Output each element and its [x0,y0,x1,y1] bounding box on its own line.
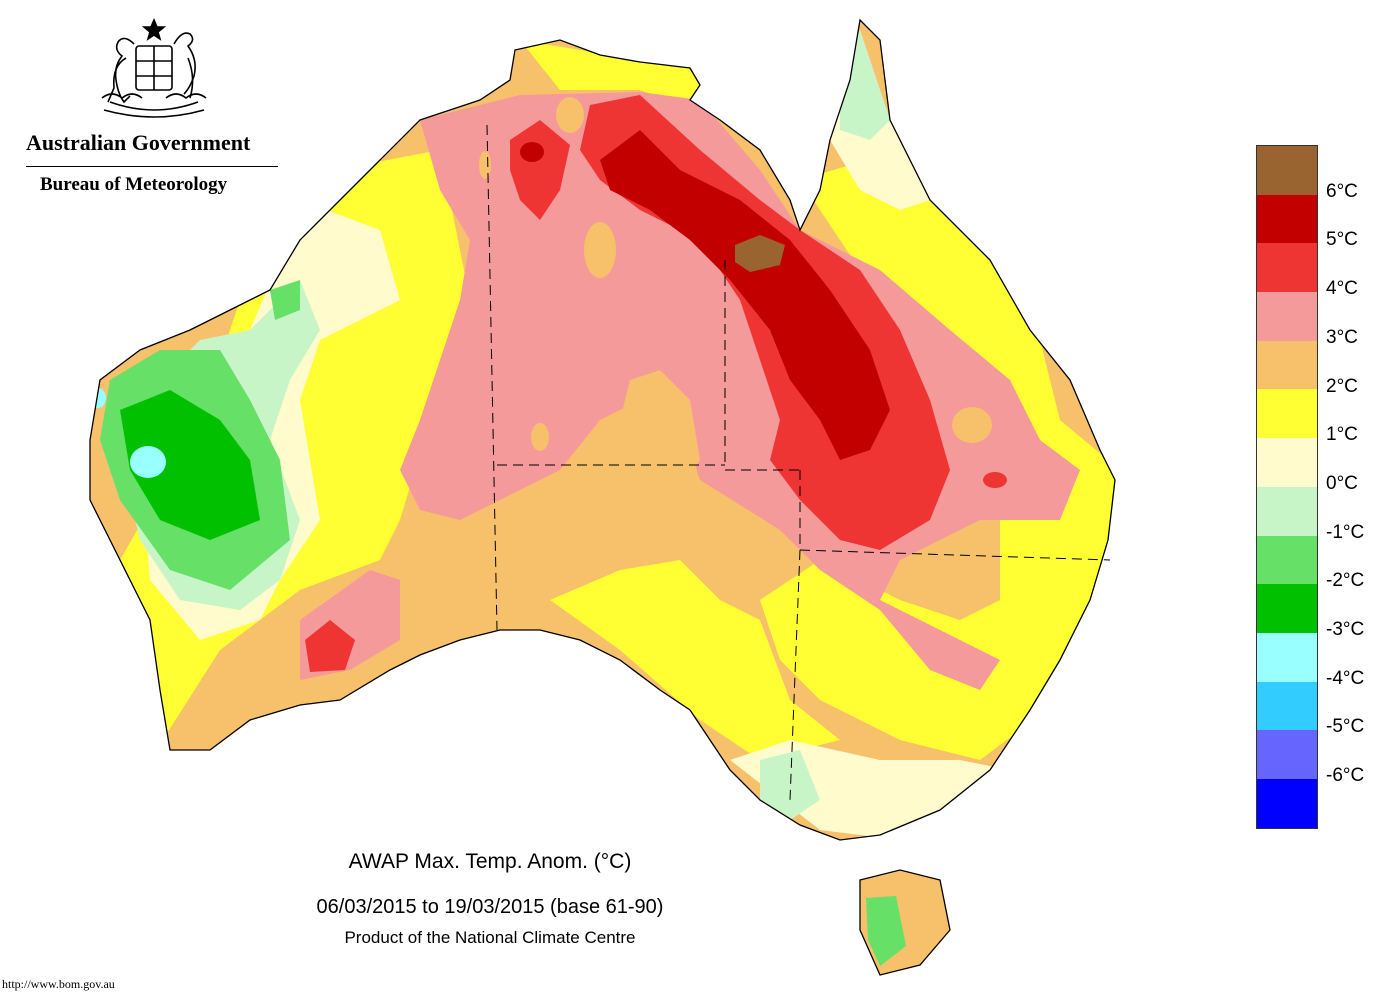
legend-label: -2°C [1326,570,1365,592]
map-dates: 06/03/2015 to 19/03/2015 (base 61-90) [316,896,664,918]
legend-swatch [1257,438,1317,487]
legend-swatch [1257,243,1317,293]
legend-swatch [1257,632,1317,682]
legend-swatch [1257,778,1317,828]
legend-swatch [1257,292,1317,341]
legend-swatch [1257,584,1317,633]
legend-swatch [1257,486,1317,536]
legend-colorbar [1256,145,1318,829]
legend-swatch [1257,535,1317,585]
legend-swatch [1257,389,1317,439]
legend-label: -3°C [1326,619,1365,640]
legend-swatch [1257,194,1317,244]
logo-divider [26,166,278,167]
legend-label: -5°C [1326,716,1365,738]
footer-url[interactable]: http://www.bom.gov.au [2,977,115,991]
legend-swatch [1257,146,1317,195]
legend-label: -4°C [1326,667,1365,689]
legend-label: 2°C [1326,375,1358,397]
legend-label: 3°C [1326,326,1358,348]
legend-label: -1°C [1326,521,1365,543]
legend-swatch [1257,340,1317,390]
map-product: Product of the National Climate Centre [344,928,636,947]
legend-label: 4°C [1326,278,1358,300]
bureau-name: Bureau of Meteorology [40,174,228,195]
legend-label: 5°C [1326,229,1358,251]
legend-label: 6°C [1326,180,1358,202]
coat-of-arms-icon [101,17,207,118]
map-title: AWAP Max. Temp. Anom. (°C) [348,850,632,873]
legend-label: -6°C [1326,765,1365,787]
legend-label: 0°C [1326,472,1358,494]
legend-swatch [1257,681,1317,731]
legend-label: 1°C [1326,424,1358,446]
legend-swatch [1257,730,1317,779]
government-name: Australian Government [26,130,251,155]
anomaly-map [89,19,1116,976]
color-legend: 6°C 5°C 4°C 3°C 2°C 1°C 0°C -1°C -2°C -3°C -4°C -5°… [1256,145,1376,835]
